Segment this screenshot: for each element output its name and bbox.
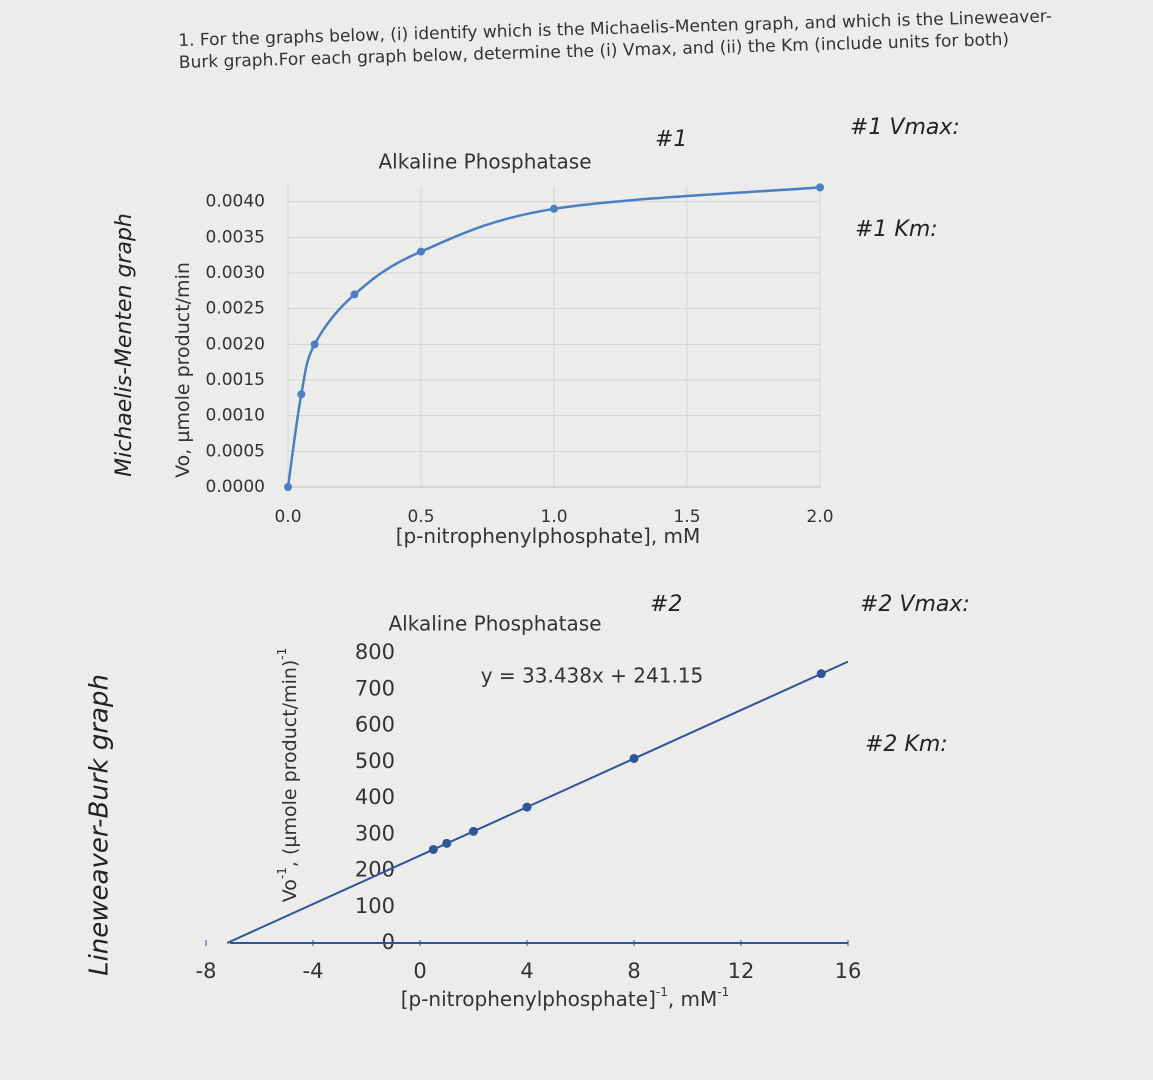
y-tick-label: 700 <box>355 676 395 700</box>
x-tick-label: 4 <box>520 959 533 983</box>
superscript: -1 <box>656 985 668 999</box>
label-part: Vo <box>279 879 301 902</box>
data-point <box>550 204 558 213</box>
x-tick-label: 12 <box>728 959 755 983</box>
label-part: [p-nitrophenylphosphate] <box>401 987 656 1011</box>
x-tick-label: -4 <box>303 959 324 983</box>
y-axis-title: Vo, µmole product/min <box>172 262 194 478</box>
x-tick-label: 0.0 <box>274 507 301 527</box>
y-tick-label: 800 <box>355 640 395 664</box>
y-tick-label: 0.0000 <box>206 477 265 497</box>
data-point <box>350 290 359 299</box>
label-part: Vo, µmole product/min <box>172 262 194 478</box>
data-point <box>469 826 478 836</box>
y-tick-label: 0.0005 <box>206 441 265 461</box>
y-tick-label: 0.0030 <box>206 263 265 283</box>
handwritten-note: #1 Vmax: <box>850 115 960 140</box>
x-tick-label: 0 <box>413 959 426 983</box>
y-tick-label: 300 <box>355 821 395 845</box>
data-point <box>417 247 425 256</box>
data-point <box>297 390 306 399</box>
y-tick-label: 500 <box>355 749 395 773</box>
x-axis-title: [p-nitrophenylphosphate], mM <box>396 524 701 548</box>
data-point <box>428 844 438 854</box>
trendline <box>226 660 849 944</box>
x-axis-title: [p-nitrophenylphosphate]-1, mM-1 <box>401 985 730 1011</box>
data-point <box>442 838 452 848</box>
handwritten-note: #2 <box>650 592 682 617</box>
x-tick-label: 1.5 <box>673 507 700 527</box>
data-point <box>816 183 824 192</box>
y-tick-label: 400 <box>355 785 395 809</box>
x-tick-label: 16 <box>835 959 862 983</box>
label-part: , (µmole product/min) <box>279 660 301 867</box>
x-tick-label: 1.0 <box>540 507 567 527</box>
trendline-equation: y = 33.438x + 241.15 <box>481 664 704 688</box>
y-tick-label: 100 <box>355 894 395 918</box>
handwritten-note: #1 Km: <box>855 217 938 242</box>
handwritten-note: #2 Km: <box>865 732 948 757</box>
y-axis-title: Vo-1, (µmole product/min)-1 <box>275 648 301 903</box>
y-tick-label: 0.0025 <box>206 299 265 319</box>
data-point <box>816 669 826 679</box>
chart-title: Alkaline Phosphatase <box>388 612 601 636</box>
label-part: , mM <box>668 987 717 1011</box>
y-tick-label: 0.0010 <box>206 406 265 426</box>
superscript: -1 <box>275 648 289 660</box>
data-point <box>629 753 639 763</box>
y-tick-label: 600 <box>355 713 395 737</box>
handwritten-note: #2 Vmax: <box>860 592 970 617</box>
superscript: -1 <box>275 867 289 879</box>
handwritten-note: Lineweaver-Burk graph <box>85 674 115 976</box>
handwritten-note: Michaelis-Menten graph <box>112 213 137 477</box>
y-tick-label: 0.0020 <box>206 334 265 354</box>
x-tick-label: 8 <box>627 959 640 983</box>
x-tick-label: -8 <box>196 959 217 983</box>
chart-title: Alkaline Phosphatase <box>378 150 591 174</box>
data-point <box>284 483 292 491</box>
label-part: [p-nitrophenylphosphate], mM <box>396 524 701 548</box>
data-point <box>522 802 532 812</box>
data-point <box>310 340 319 349</box>
y-tick-label: 0.0035 <box>206 227 265 247</box>
x-tick-label: 2.0 <box>806 507 833 527</box>
y-tick-label: 0.0040 <box>206 192 265 212</box>
x-tick-label: 0.5 <box>407 507 434 527</box>
handwritten-note: #1 <box>655 127 687 152</box>
superscript: -1 <box>717 985 729 999</box>
y-tick-label: 0.0015 <box>206 370 265 390</box>
